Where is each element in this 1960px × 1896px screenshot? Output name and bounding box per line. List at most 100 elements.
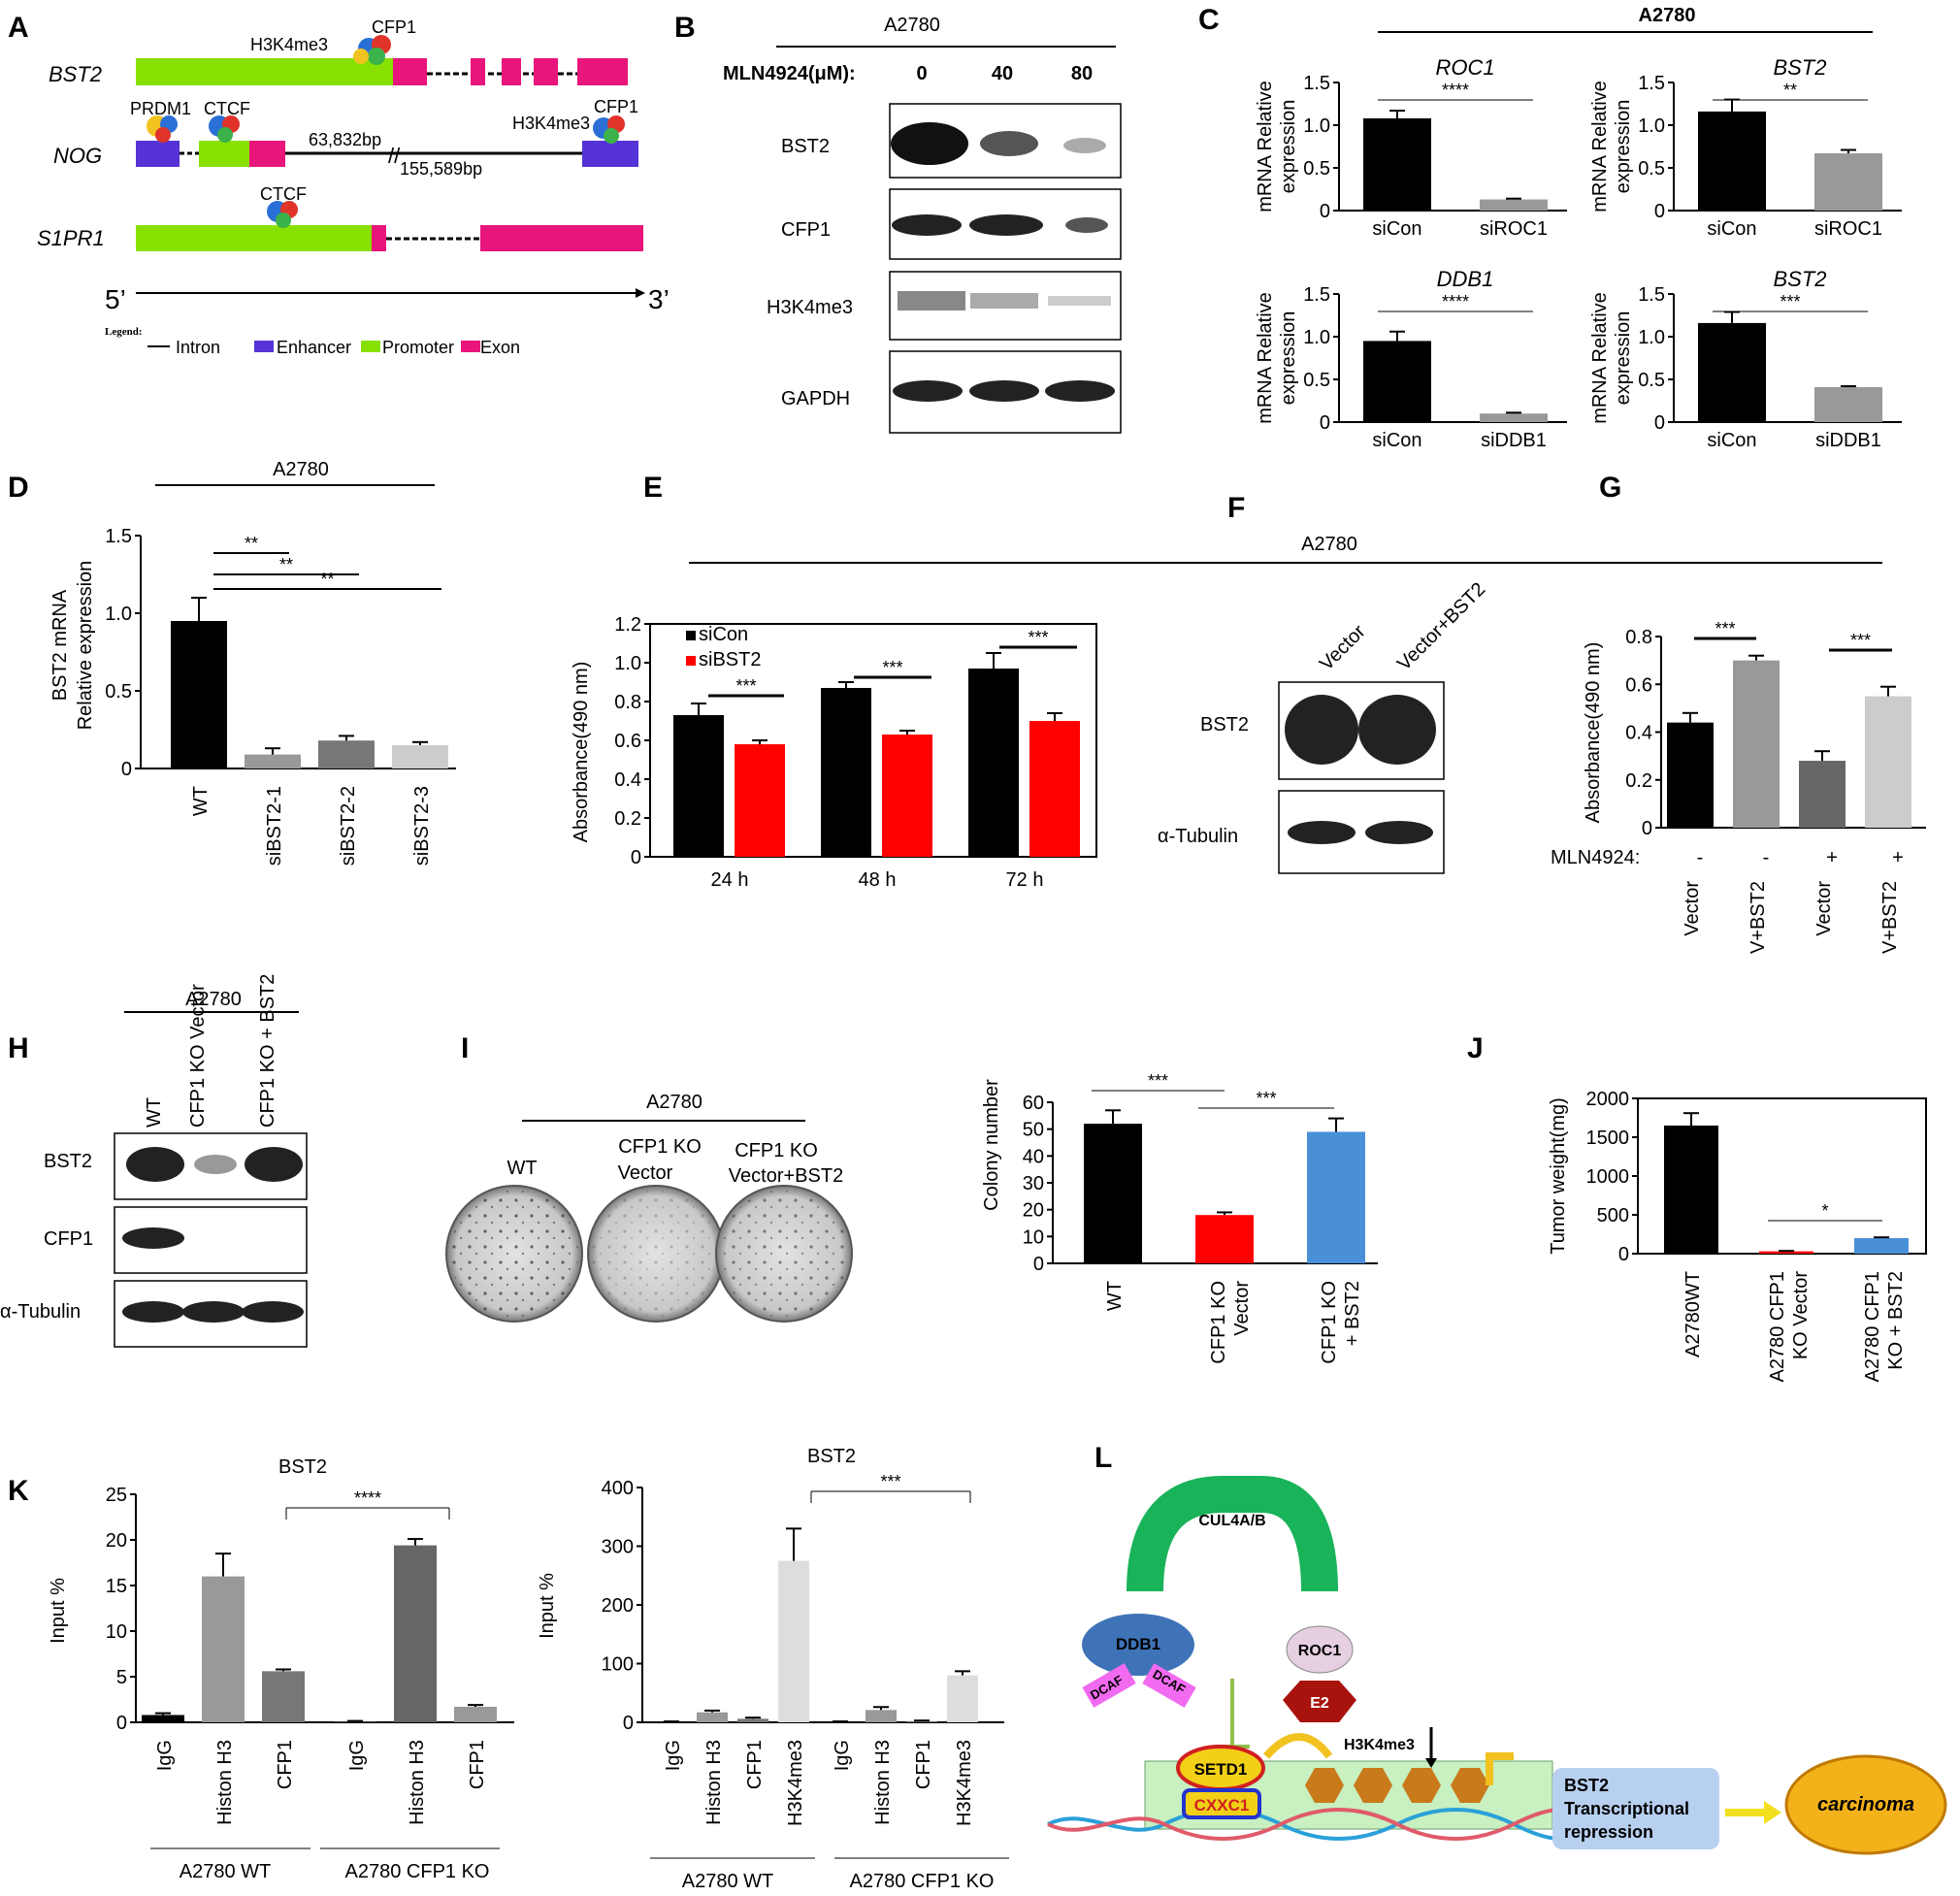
k-left-sig-stars: ****	[354, 1488, 381, 1508]
k-right-bar-7	[947, 1675, 978, 1722]
c2-xlabel-0: siCon	[1372, 430, 1421, 451]
d-sig-1-stars: **	[245, 534, 258, 553]
panel-h: H A2780 WT CFP1 KO Vector CFP1 KO + BST2…	[0, 974, 308, 1348]
nog-exon	[249, 141, 285, 167]
l-e2-shape	[1283, 1681, 1356, 1722]
nog-cfp1-protein-icon	[593, 115, 625, 144]
g-sign-2: +	[1826, 847, 1838, 868]
k-right-ytick-label-2: 200	[602, 1595, 634, 1617]
l-carcinoma-label: carcinoma	[1817, 1794, 1914, 1815]
f-lane-vector: Vector	[1316, 621, 1370, 675]
l-dcaf-1-shape	[1082, 1663, 1136, 1708]
panel-g: G Absorbance(490 nm) MLN4924: 0 0.2 0.4 0.6…	[1551, 472, 1926, 954]
k-left-title: BST2	[278, 1456, 327, 1478]
panel-letter-g: G	[1599, 472, 1621, 504]
c0-ytick-label-1: 0.5	[1303, 158, 1330, 180]
d-cell-line: A2780	[273, 459, 329, 480]
d-xlabel-3: siBST2-3	[411, 786, 433, 866]
bst2-exon-1	[393, 58, 427, 85]
panel-letter-c: C	[1198, 4, 1220, 36]
c1-sig-stars: **	[1783, 81, 1797, 100]
l-ddb1-label: DDB1	[1116, 1635, 1160, 1653]
j-xlabel-2: KO Vector	[1790, 1271, 1812, 1359]
c1-ylabel-1: mRNA Relative	[1589, 81, 1611, 212]
d-ytick-label-0: 0	[121, 759, 132, 780]
gene-label-nog: NOG	[53, 144, 102, 168]
k-left-ytick-label-5: 25	[106, 1485, 127, 1506]
legend-exon-swatch	[461, 341, 480, 352]
nog-cfp1-label: CFP1	[594, 97, 638, 116]
g-ytick-label-0: 0	[1642, 818, 1652, 839]
e-bar-sicon-0	[673, 715, 724, 857]
s1pr1-exon-2	[480, 225, 643, 251]
k-right-ytick-label-0: 0	[623, 1713, 634, 1734]
c-subplot-bst2-siddb1: BST2 mRNA Relative expression 0 0.5 1.0 1.5 siC…	[1589, 267, 1902, 451]
l-carcinoma-shape	[1784, 1754, 1947, 1855]
s1pr1-ctcf-protein-icon	[267, 201, 298, 228]
panel-e: E A2780 Absorbance(490 nm) siCon siBST2 …	[571, 472, 1882, 891]
e-legend-swatch-sibst2	[686, 656, 696, 666]
nog-distance-2: 155,589bp	[400, 159, 482, 179]
k-left-ytick-label-2: 10	[106, 1621, 127, 1643]
c3-ytick-label-3: 1.5	[1638, 284, 1665, 306]
g-sig-2-stars: ***	[1850, 631, 1871, 650]
g-ytick-label-2: 0.4	[1625, 723, 1652, 744]
g-sig-1-stars: ***	[1715, 619, 1735, 638]
d-xlabel-1: siBST2-1	[264, 786, 285, 866]
c0-bar-0	[1363, 117, 1431, 211]
bst2-promoter	[136, 58, 393, 85]
c0-title: ROC1	[1435, 55, 1494, 80]
k-left-xlabel-2: CFP1	[275, 1740, 296, 1789]
k-left-ytick-label-1: 5	[116, 1667, 127, 1688]
k-right-xlabel-2: CFP1	[744, 1740, 766, 1789]
c2-ytick-label-2: 1.0	[1303, 327, 1330, 348]
i-dish-label-vector: Vector	[618, 1162, 673, 1184]
j-ytick-label-0: 0	[1618, 1244, 1629, 1265]
l-cul4-arch	[1127, 1476, 1338, 1592]
c3-bar-1	[1814, 386, 1882, 422]
c2-sig-stars: ****	[1442, 292, 1469, 311]
c2-ylabel-2: expression	[1278, 311, 1299, 406]
nog-break-mark: //	[388, 144, 401, 168]
k-right-sig-stars: ***	[880, 1472, 900, 1491]
b-blot-label-cfp1: CFP1	[781, 219, 831, 241]
h-lane-ko-vector: CFP1 KO Vector	[187, 984, 209, 1128]
nog-distance-1: 63,832bp	[309, 130, 381, 149]
k-right-xlabel-3: H3K4me3	[785, 1740, 806, 1826]
efg-cell-line: A2780	[1301, 534, 1357, 555]
bst2-exon-3	[502, 58, 521, 85]
k-right-xlabel-4: IgG	[832, 1740, 853, 1771]
g-ytick-label-3: 0.6	[1625, 674, 1652, 696]
b-blot-gapdh: GAPDH	[781, 350, 1122, 434]
b-dose-0: 0	[916, 63, 927, 84]
nog-h3k4me3-label: H3K4me3	[512, 114, 590, 133]
nog-enhancer-1	[136, 141, 180, 167]
b-dose-40: 40	[992, 63, 1013, 84]
k-left-ylabel: Input %	[48, 1578, 69, 1644]
c0-ytick-label-0: 0	[1320, 201, 1330, 222]
l-cxxc1-shape	[1182, 1788, 1261, 1819]
g-bar-0	[1667, 722, 1714, 828]
c1-xlabel-1: siROC1	[1814, 218, 1882, 240]
j-ytick-label-3: 1500	[1586, 1128, 1630, 1149]
b-blot-h3k4me3: H3K4me3	[767, 271, 1122, 341]
i-bar-1	[1195, 1215, 1254, 1263]
e-ytick-label-0: 0	[631, 847, 641, 868]
g-xlabel-3: V+BST2	[1879, 881, 1901, 954]
k-left-group-1: A2780 WT	[180, 1861, 271, 1882]
legend-promoter-swatch	[361, 341, 380, 352]
bst2-cfp1-protein-icon	[353, 35, 391, 65]
legend-intron: Intron	[176, 338, 220, 357]
k-right-xlabel-5: Histon H3	[872, 1740, 894, 1825]
h-blot-bst2: BST2	[44, 1132, 308, 1200]
e-ytick-label-6: 1.2	[614, 614, 641, 636]
e-bar-sibst2-0	[735, 744, 785, 857]
i-ytick-label-6: 60	[1023, 1093, 1044, 1114]
h-lane-wt: WT	[144, 1097, 165, 1128]
f-blot-label-tubulin: α-Tubulin	[1158, 826, 1238, 847]
k-left-bar-4	[394, 1545, 437, 1722]
h-cell-line: A2780	[185, 989, 242, 1010]
c0-ylabel-2: expression	[1278, 100, 1299, 194]
k-left-xlabel-1: Histon H3	[214, 1740, 236, 1825]
